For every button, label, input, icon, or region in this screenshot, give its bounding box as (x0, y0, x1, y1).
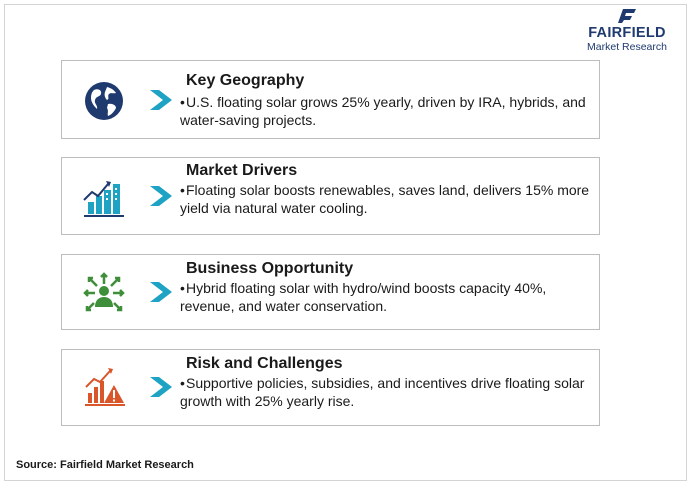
card-text-content: Floating solar boosts renewables, saves … (180, 182, 590, 216)
card-text: •Hybrid floating solar with hydro/wind b… (180, 280, 547, 314)
card-text-content: Hybrid floating solar with hydro/wind bo… (180, 280, 547, 314)
chevron-right-icon (150, 282, 172, 302)
card-risk-and-challenges: Risk and Challenges •Supportive policies… (61, 349, 600, 426)
fairfield-logo-icon (618, 9, 636, 23)
brand-subtitle: Market Research (587, 41, 667, 53)
growth-city-icon (83, 181, 124, 217)
risk-chart-icon (85, 368, 125, 406)
card-title: Business Opportunity (186, 260, 354, 277)
chevron-right-icon (150, 90, 172, 110)
brand-name: FAIRFIELD (588, 25, 666, 41)
card-title: Market Drivers (186, 162, 298, 179)
card-text: •Supportive policies, subsidies, and inc… (180, 375, 585, 409)
card-business-opportunity: Business Opportunity •Hybrid floating so… (61, 254, 600, 330)
card-key-geography: Key Geography •U.S. floating solar grows… (61, 60, 600, 139)
globe-icon (85, 82, 123, 120)
card-title: Key Geography (186, 72, 305, 89)
card-title: Risk and Challenges (186, 355, 343, 372)
card-text: •U.S. floating solar grows 25% yearly, d… (180, 94, 586, 128)
chevron-right-icon (150, 377, 172, 397)
source-note: Source: Fairfield Market Research (16, 459, 194, 471)
card-text: •Floating solar boosts renewables, saves… (180, 182, 590, 216)
card-text-content: U.S. floating solar grows 25% yearly, dr… (180, 94, 586, 128)
chevron-right-icon (150, 186, 172, 206)
infographic-frame (4, 4, 687, 481)
brand-logo: FAIRFIELD Market Research (577, 7, 677, 53)
card-market-drivers: Market Drivers •Floating solar boosts re… (61, 157, 600, 235)
card-text-content: Supportive policies, subsidies, and ince… (180, 375, 585, 409)
opportunity-icon (83, 272, 125, 312)
